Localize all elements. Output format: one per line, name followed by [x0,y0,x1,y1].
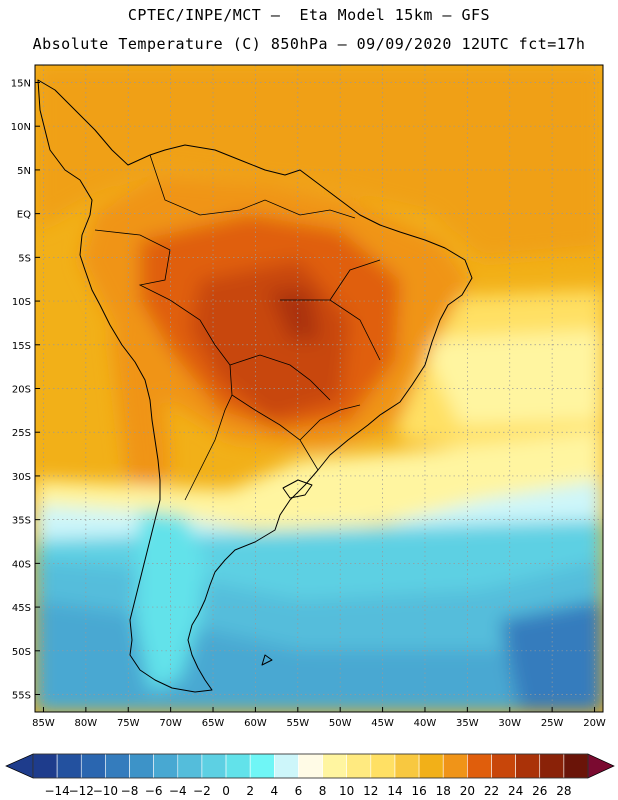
colorbar-label: −12 [69,784,94,798]
colorbar-cell [322,753,347,779]
colorbar-cell [105,753,130,779]
colorbar-label: −14 [44,784,69,798]
colorbar-cells [5,753,615,779]
lat-label: 20S [12,385,31,396]
colorbar-label: −4 [169,784,187,798]
lat-label: 5S [18,253,31,264]
lon-label: 40W [414,718,437,729]
colorbar-label: 6 [295,784,303,798]
colorbar-cell [539,753,565,779]
colorbar-cell [177,753,203,779]
colorbar-cell [153,753,179,779]
colorbar-label: −2 [193,784,211,798]
colorbar-cell [491,753,516,779]
colorbar-label: 14 [387,784,402,798]
lon-label: 55W [286,718,309,729]
lat-label: 15S [12,341,31,352]
country-borders [94,154,381,501]
colorbar-cell [467,753,492,779]
lon-label: 70W [159,718,182,729]
colorbar-label: 8 [319,784,327,798]
colorbar-label: 24 [508,784,523,798]
longitude-labels: 85W 80W 75W 70W 65W 60W 55W 50W 45W 40W 35W 30W 25W 2… [32,707,606,729]
temperature-map: 15N 10N 5N EQ 5S 10S 15S 20S 25S 30S 35S 40S 45S 50S 5… [11,64,606,729]
colorbar-cell [225,753,251,779]
colorbar-label: 20 [460,784,475,798]
colorbar-outline [32,753,589,779]
lon-label: 80W [75,718,98,729]
colorbar-cell [418,753,444,779]
lat-label: 50S [12,647,31,658]
colorbar-label: 2 [246,784,254,798]
colorbar-label: 10 [339,784,354,798]
colorbar-label: 26 [532,784,547,798]
lon-label: 35W [456,718,479,729]
lat-label: 5N [17,166,31,177]
colorbar-cell [56,753,82,779]
colorbar-cell [298,753,323,779]
lat-label: 10N [11,122,31,133]
colorbar-cell [129,753,154,779]
colorbar-cell [274,753,299,779]
colorbar-cell [32,753,58,779]
colorbar-cell [515,753,541,779]
colorbar-label: 22 [484,784,499,798]
colorbar-label: 12 [363,784,378,798]
colorbar-cell [249,753,275,779]
colorbar-cell [370,753,396,779]
lat-label: 25S [12,428,31,439]
colorbar-cell [346,753,372,779]
lon-label: 45W [371,718,394,729]
colorbar-cell [563,753,589,779]
lat-label: 30S [12,472,31,483]
colorbar-label: −10 [93,784,118,798]
map-title-line2: Absolute Temperature (C) 850hPa – 09/09/… [32,35,586,53]
colorbar-label: −6 [145,784,163,798]
map-title-line1: CPTEC/INPE/MCT – Eta Model 15km – GFS [127,6,491,24]
colorbar-label: 18 [436,784,451,798]
colorbar-cell [80,753,106,779]
colorbar-label: 4 [270,784,278,798]
lat-label: 10S [12,297,31,308]
colorbar-cell [394,753,420,779]
latitude-labels: 15N 10N 5N EQ 5S 10S 15S 20S 25S 30S 35S 40S 45S 50S 5… [11,78,40,702]
colorbar-label: 0 [222,784,230,798]
coastline-outline [37,79,473,693]
temperature-field [35,65,603,712]
lat-label: 15N [11,78,31,89]
lon-label: 25W [541,718,564,729]
colorbar-label: 16 [411,784,426,798]
lat-label: 35S [12,516,31,527]
lon-label: 60W [244,718,267,729]
colorbar-labels: −14−12−10 −8 −6 −4 −2 0 2 4 6 8 10 12 14 16 18 20 22 24 26… [44,784,571,798]
lon-label: 65W [202,718,225,729]
map-gridlines [35,65,603,712]
lon-label: 50W [329,718,352,729]
lon-label: 75W [117,718,140,729]
colorbar-max-arrow [587,753,615,779]
colorbar-min-arrow [5,753,34,779]
lon-label: 85W [32,718,55,729]
colorbar-cell [442,753,468,779]
colorbar-label: −8 [121,784,139,798]
lat-label: 40S [12,559,31,570]
lon-label: 30W [498,718,521,729]
lat-label: 45S [12,603,31,614]
lon-label: 20W [583,718,606,729]
lat-label: EQ [17,210,31,221]
lat-label: 55S [12,691,31,702]
colorbar-label: 28 [556,784,571,798]
colorbar-cell [201,753,227,779]
